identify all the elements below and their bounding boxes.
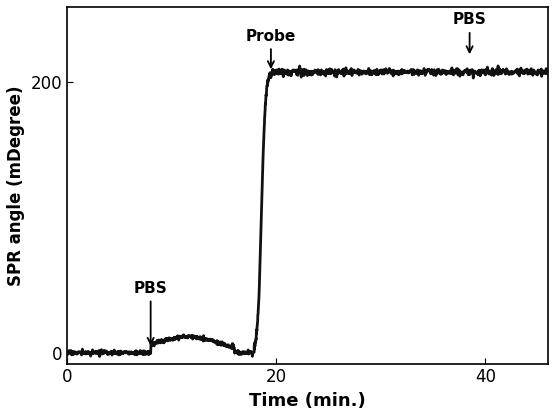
Text: PBS: PBS (134, 281, 168, 344)
X-axis label: Time (min.): Time (min.) (249, 392, 366, 410)
Text: PBS: PBS (453, 12, 487, 52)
Text: Probe: Probe (246, 28, 296, 67)
Y-axis label: SPR angle (mDegree): SPR angle (mDegree) (7, 85, 25, 286)
